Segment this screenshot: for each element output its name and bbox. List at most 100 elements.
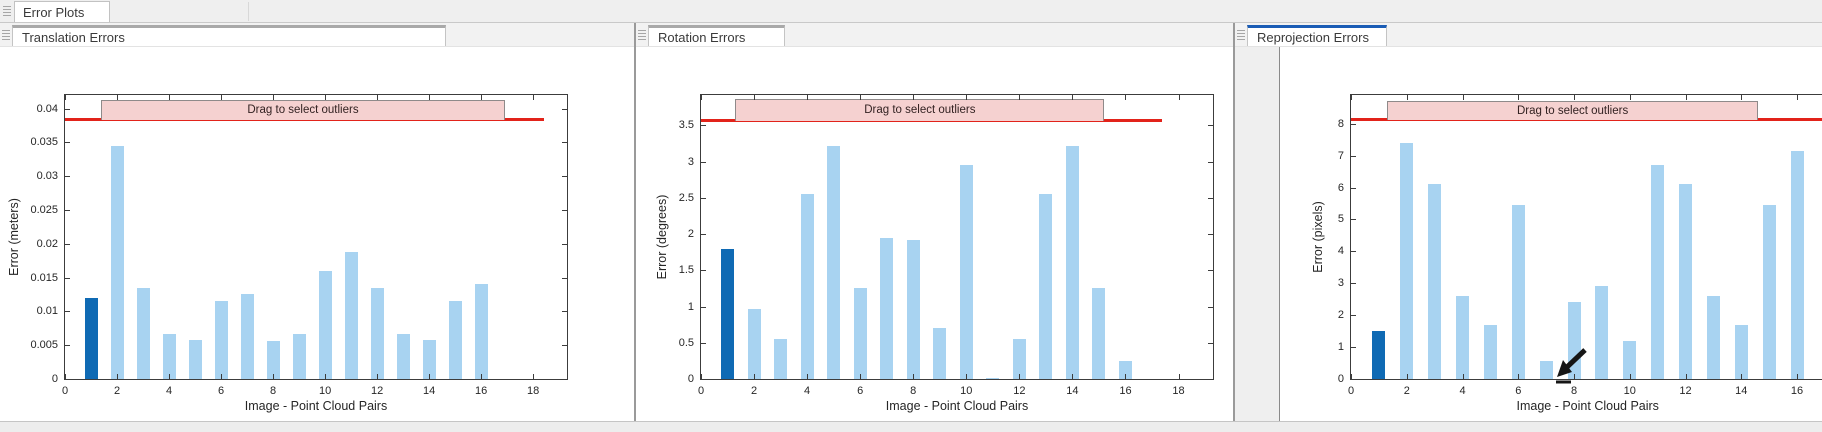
- x-tick: [1574, 95, 1575, 100]
- bar[interactable]: [266, 341, 280, 379]
- bar[interactable]: [370, 287, 384, 379]
- bar[interactable]: [1092, 288, 1106, 379]
- x-tick: [169, 95, 171, 100]
- x-tick: [117, 95, 119, 100]
- tab-error-plots[interactable]: Error Plots: [14, 1, 110, 22]
- x-tick: [221, 374, 223, 379]
- bar[interactable]: [1012, 339, 1026, 379]
- x-tick-label: 2: [750, 385, 758, 397]
- bar[interactable]: [721, 248, 735, 379]
- bar[interactable]: [1456, 296, 1469, 379]
- x-tick: [1178, 95, 1180, 100]
- x-tick: [1629, 374, 1631, 379]
- bar[interactable]: [344, 251, 358, 379]
- y-tick-label: 0: [1337, 373, 1344, 385]
- x-tick: [860, 374, 862, 379]
- y-tick: [701, 161, 706, 163]
- bar[interactable]: [986, 377, 1000, 379]
- bar[interactable]: [1400, 142, 1414, 379]
- bar[interactable]: [1483, 324, 1497, 379]
- bar[interactable]: [880, 237, 894, 379]
- bar[interactable]: [1118, 360, 1132, 379]
- y-tick: [701, 125, 706, 127]
- x-tick: [65, 95, 66, 100]
- x-tick: [1019, 374, 1021, 379]
- drag-grip-icon[interactable]: [3, 6, 11, 17]
- bar[interactable]: [162, 334, 176, 379]
- bar[interactable]: [800, 194, 814, 379]
- y-tick: [65, 311, 70, 313]
- bar[interactable]: [853, 288, 867, 379]
- x-tick: [169, 374, 171, 379]
- bar[interactable]: [292, 333, 306, 379]
- y-tick: [1351, 187, 1356, 189]
- y-tick: [562, 176, 567, 178]
- y-tick-label: 8: [1337, 117, 1344, 130]
- bar[interactable]: [318, 270, 332, 379]
- y-tick: [1208, 234, 1213, 236]
- tab-rotation-errors[interactable]: Rotation Errors: [648, 25, 785, 46]
- x-tick-label: 12: [1013, 385, 1026, 397]
- x-tick: [1406, 95, 1408, 100]
- drag-grip-icon[interactable]: [2, 30, 10, 41]
- bar[interactable]: [84, 297, 98, 379]
- drag-grip-icon[interactable]: [638, 30, 646, 41]
- x-tick: [1406, 374, 1408, 379]
- bar[interactable]: [827, 145, 841, 379]
- bar[interactable]: [110, 145, 124, 379]
- bar[interactable]: [1428, 184, 1442, 379]
- outlier-selection-box[interactable]: Drag to select outliers: [1387, 100, 1758, 120]
- x-tick-label: 14: [1066, 385, 1079, 397]
- bar[interactable]: [1790, 150, 1804, 379]
- bar[interactable]: [396, 334, 410, 379]
- x-tick: [65, 374, 66, 379]
- x-tick: [117, 374, 119, 379]
- y-tick: [1208, 306, 1213, 308]
- document-tab-bar: Error Plots: [0, 0, 1822, 23]
- bar[interactable]: [1065, 145, 1079, 379]
- bar[interactable]: [1651, 165, 1665, 379]
- bar[interactable]: [1539, 361, 1553, 379]
- bar[interactable]: [1039, 194, 1053, 379]
- bar[interactable]: [474, 284, 488, 379]
- y-tick-label: 3: [1337, 277, 1344, 290]
- bar[interactable]: [188, 339, 202, 379]
- y-axis-label: Error (degrees): [655, 194, 669, 280]
- outlier-selection-box[interactable]: Drag to select outliers: [101, 99, 505, 120]
- bar[interactable]: [747, 308, 761, 379]
- x-tick-label: 16: [475, 385, 488, 397]
- bar[interactable]: [422, 339, 436, 379]
- bar[interactable]: [906, 239, 920, 379]
- x-tick: [1797, 95, 1798, 100]
- x-tick: [377, 374, 379, 379]
- y-tick: [562, 142, 567, 144]
- bar[interactable]: [1595, 286, 1609, 379]
- outlier-selection-box[interactable]: Drag to select outliers: [735, 98, 1105, 122]
- bar[interactable]: [959, 165, 973, 379]
- drag-grip-icon[interactable]: [1237, 30, 1245, 41]
- bar[interactable]: [448, 300, 462, 379]
- bar[interactable]: [1511, 205, 1525, 379]
- bar[interactable]: [1762, 205, 1776, 379]
- bar[interactable]: [1734, 324, 1748, 379]
- bar[interactable]: [774, 339, 788, 379]
- y-tick: [562, 108, 567, 110]
- panel-splitter[interactable]: [634, 23, 636, 421]
- tab-reprojection-errors[interactable]: Reprojection Errors: [1247, 25, 1387, 46]
- y-tick-label: 2: [1337, 309, 1344, 322]
- panel-splitter[interactable]: [1233, 23, 1235, 421]
- bar[interactable]: [240, 293, 254, 379]
- x-tick-label: 14: [423, 385, 436, 397]
- status-bar: [0, 421, 1822, 432]
- bar[interactable]: [214, 300, 228, 379]
- bar[interactable]: [933, 328, 947, 379]
- bar[interactable]: [136, 287, 150, 379]
- tab-translation-errors[interactable]: Translation Errors: [12, 25, 446, 46]
- y-tick-label: 1.5: [678, 264, 694, 277]
- bar[interactable]: [1623, 340, 1637, 379]
- bar[interactable]: [1372, 331, 1386, 379]
- bar[interactable]: [1706, 296, 1720, 379]
- bar[interactable]: [1679, 184, 1692, 379]
- x-tick-label: 4: [165, 385, 173, 397]
